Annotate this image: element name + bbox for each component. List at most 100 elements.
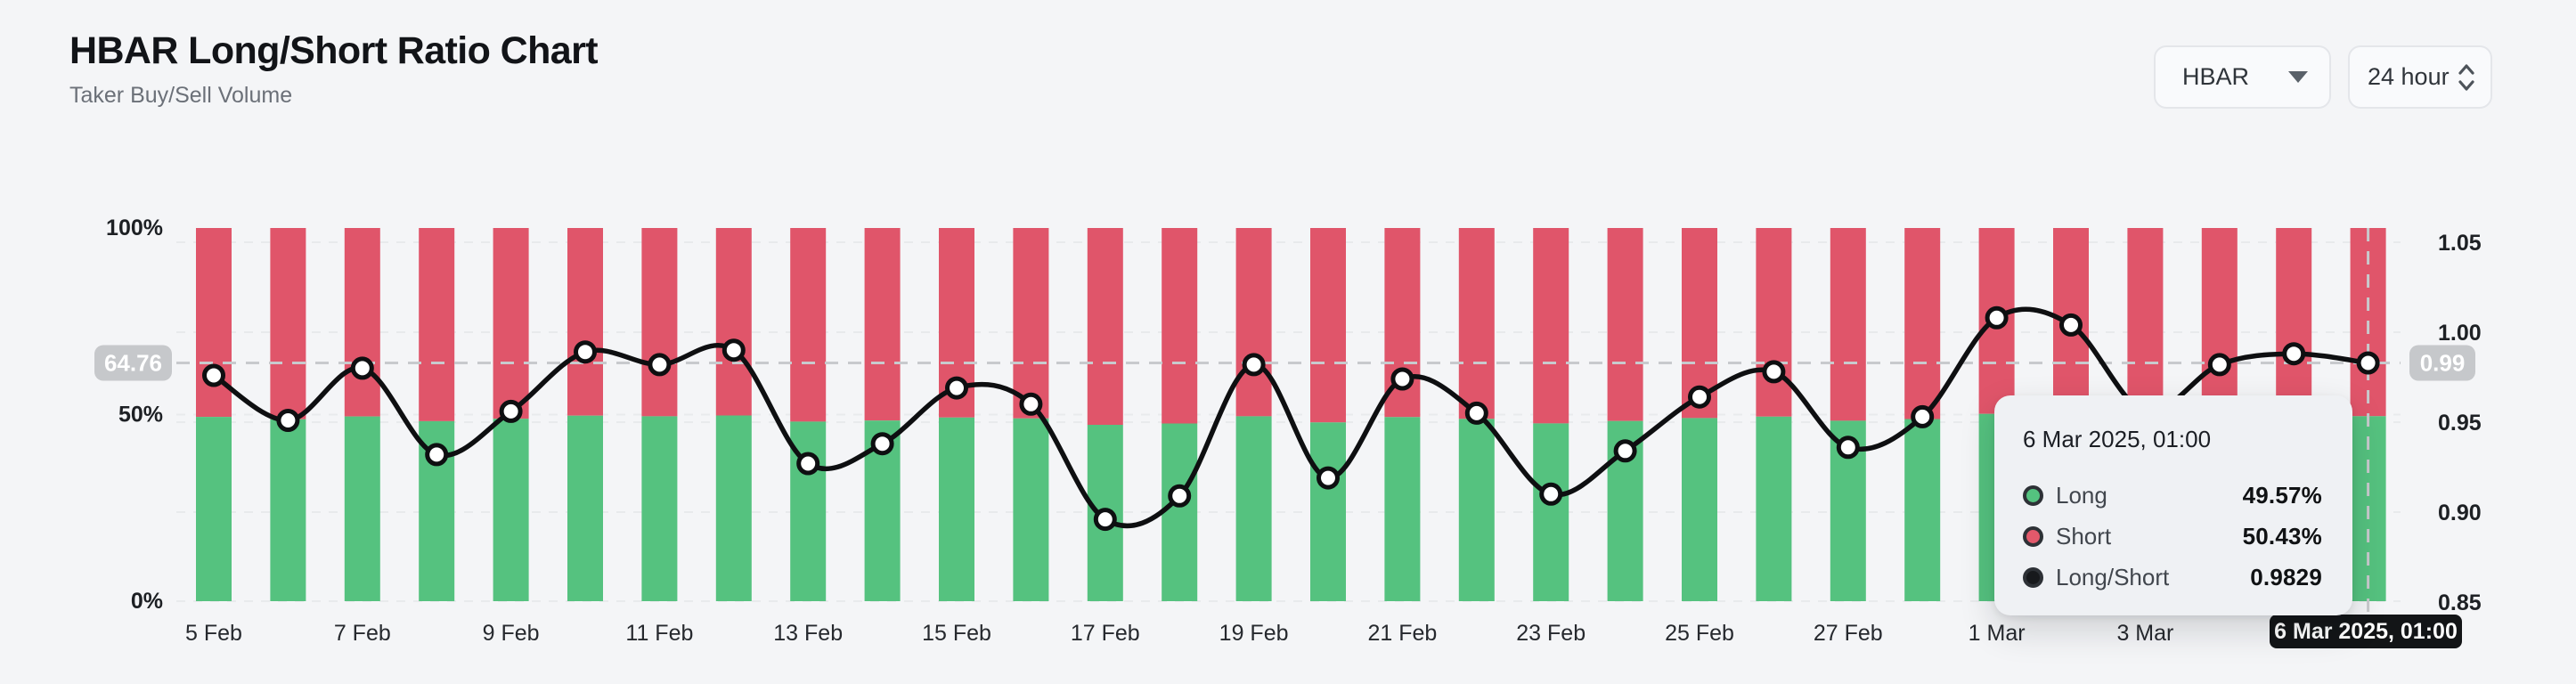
bar-long-18 Feb[interactable] (1162, 423, 1198, 602)
bar-short-4 Mar[interactable] (2201, 228, 2238, 417)
ratio-point-6 Mar[interactable] (2356, 351, 2380, 375)
x-axis-tick: 23 Feb (1516, 621, 1586, 646)
bar-short-11 Feb[interactable] (641, 228, 678, 417)
bar-long-21 Feb[interactable] (1384, 417, 1421, 601)
ratio-point-24 Feb[interactable] (1613, 439, 1637, 463)
ratio-point-5 Mar[interactable] (2282, 342, 2306, 366)
x-axis-tick: 25 Feb (1665, 621, 1734, 646)
ratio-point-13 Feb[interactable] (796, 452, 820, 476)
bar-long-5 Feb[interactable] (196, 417, 232, 601)
left-axis-tick: 100% (106, 216, 163, 240)
bar-short-28 Feb[interactable] (1904, 228, 1941, 419)
svg-text:0.99: 0.99 (2420, 350, 2466, 377)
bar-short-26 Feb[interactable] (1756, 228, 1792, 417)
right-axis-tick: 0.90 (2438, 501, 2482, 525)
right-axis-tick: 0.85 (2438, 590, 2482, 615)
interval-select-value: 24 hour (2368, 63, 2450, 90)
ratio-point-5 Feb[interactable] (202, 363, 225, 387)
ratio-point-23 Feb[interactable] (1539, 482, 1563, 506)
bar-short-13 Feb[interactable] (790, 228, 827, 422)
bar-long-28 Feb[interactable] (1904, 419, 1941, 602)
bar-short-14 Feb[interactable] (864, 228, 901, 421)
bar-short-10 Feb[interactable] (567, 228, 603, 416)
x-axis-tick: 17 Feb (1071, 621, 1140, 646)
bar-short-27 Feb[interactable] (1830, 228, 1866, 421)
ratio-point-16 Feb[interactable] (1019, 392, 1043, 416)
bar-long-10 Feb[interactable] (567, 415, 603, 601)
tooltip-ratio-label: Long/Short (2056, 563, 2170, 590)
x-axis-tick: 19 Feb (1219, 621, 1289, 646)
x-axis-tick: 1 Mar (1969, 621, 2026, 646)
bar-long-22 Feb[interactable] (1458, 419, 1495, 601)
bar-short-9 Feb[interactable] (493, 228, 529, 419)
ratio-point-26 Feb[interactable] (1762, 360, 1786, 384)
ratio-point-27 Feb[interactable] (1836, 436, 1860, 460)
x-axis-tick: 13 Feb (773, 621, 843, 646)
bar-short-5 Feb[interactable] (196, 228, 232, 418)
x-axis-tick: 5 Feb (185, 621, 242, 646)
right-axis-tick: 1.05 (2438, 231, 2482, 256)
ratio-point-9 Feb[interactable] (499, 399, 523, 423)
bar-long-11 Feb[interactable] (641, 416, 678, 601)
bar-short-19 Feb[interactable] (1235, 228, 1272, 417)
ratio-point-19 Feb[interactable] (1242, 353, 1266, 377)
bar-short-16 Feb[interactable] (1013, 228, 1049, 419)
bar-long-6 Feb[interactable] (270, 419, 306, 601)
chart-header: HBAR Long/Short Ratio Chart Taker Buy/Se… (69, 28, 599, 109)
bar-short-3 Mar[interactable] (2127, 228, 2164, 419)
bar-short-18 Feb[interactable] (1162, 228, 1198, 424)
coin-select[interactable]: HBAR (2154, 45, 2331, 109)
ratio-point-8 Feb[interactable] (425, 443, 449, 467)
bar-long-9 Feb[interactable] (493, 419, 529, 601)
long-series-dot (2023, 484, 2043, 506)
bar-short-20 Feb[interactable] (1310, 228, 1346, 423)
x-axis-tick: 3 Mar (2116, 621, 2173, 646)
interval-select[interactable]: 24 hour (2348, 45, 2492, 109)
bar-long-23 Feb[interactable] (1533, 423, 1569, 601)
ratio-point-18 Feb[interactable] (1168, 484, 1192, 508)
tooltip-short-value: 50.43% (2242, 522, 2322, 550)
ratio-point-28 Feb[interactable] (1911, 404, 1935, 428)
ratio-point-21 Feb[interactable] (1390, 367, 1414, 391)
bar-long-16 Feb[interactable] (1013, 418, 1049, 601)
bar-long-26 Feb[interactable] (1756, 416, 1792, 601)
bar-short-5 Mar[interactable] (2276, 228, 2312, 416)
ratio-point-15 Feb[interactable] (945, 376, 968, 400)
ratio-point-6 Feb[interactable] (276, 409, 300, 432)
bar-short-6 Feb[interactable] (270, 228, 306, 419)
tooltip-row-ratio: Long/Short 0.9829 (2023, 557, 2322, 598)
tooltip-row-short: Short 50.43% (2023, 516, 2322, 557)
ratio-point-10 Feb[interactable] (574, 340, 597, 364)
x-axis-tick: 27 Feb (1814, 621, 1883, 646)
ratio-point-4 Mar[interactable] (2207, 353, 2231, 377)
ratio-point-1 Mar[interactable] (1985, 305, 2009, 330)
bar-long-20 Feb[interactable] (1310, 422, 1346, 601)
bar-short-8 Feb[interactable] (419, 228, 455, 421)
chart-tooltip: 6 Mar 2025, 01:00 Long 49.57% Short 50.4… (1994, 395, 2352, 615)
ratio-point-17 Feb[interactable] (1093, 508, 1117, 532)
ratio-point-20 Feb[interactable] (1317, 466, 1340, 490)
x-axis-tick: 7 Feb (334, 621, 391, 646)
ratio-point-14 Feb[interactable] (870, 432, 894, 456)
ratio-point-12 Feb[interactable] (721, 338, 746, 362)
x-axis-tick: 9 Feb (483, 621, 540, 646)
bar-long-15 Feb[interactable] (939, 417, 974, 601)
bar-long-25 Feb[interactable] (1682, 418, 1717, 601)
bar-short-23 Feb[interactable] (1533, 228, 1569, 424)
bar-short-22 Feb[interactable] (1458, 228, 1495, 419)
short-series-dot (2023, 525, 2043, 547)
bar-short-12 Feb[interactable] (715, 228, 752, 416)
ratio-point-7 Feb[interactable] (350, 356, 374, 380)
x-axis-tick: 15 Feb (922, 621, 991, 646)
svg-text:6 Mar 2025, 01:00: 6 Mar 2025, 01:00 (2274, 619, 2458, 644)
ratio-point-22 Feb[interactable] (1464, 401, 1488, 425)
bar-short-7 Feb[interactable] (344, 228, 380, 417)
bar-long-19 Feb[interactable] (1235, 416, 1272, 601)
ratio-point-2 Mar[interactable] (2059, 313, 2083, 337)
bar-long-12 Feb[interactable] (715, 415, 752, 602)
bar-short-17 Feb[interactable] (1087, 228, 1123, 425)
ratio-point-25 Feb[interactable] (1688, 385, 1711, 409)
ratio-point-11 Feb[interactable] (648, 353, 672, 377)
bar-long-7 Feb[interactable] (344, 416, 380, 601)
bar-short-24 Feb[interactable] (1607, 228, 1643, 421)
